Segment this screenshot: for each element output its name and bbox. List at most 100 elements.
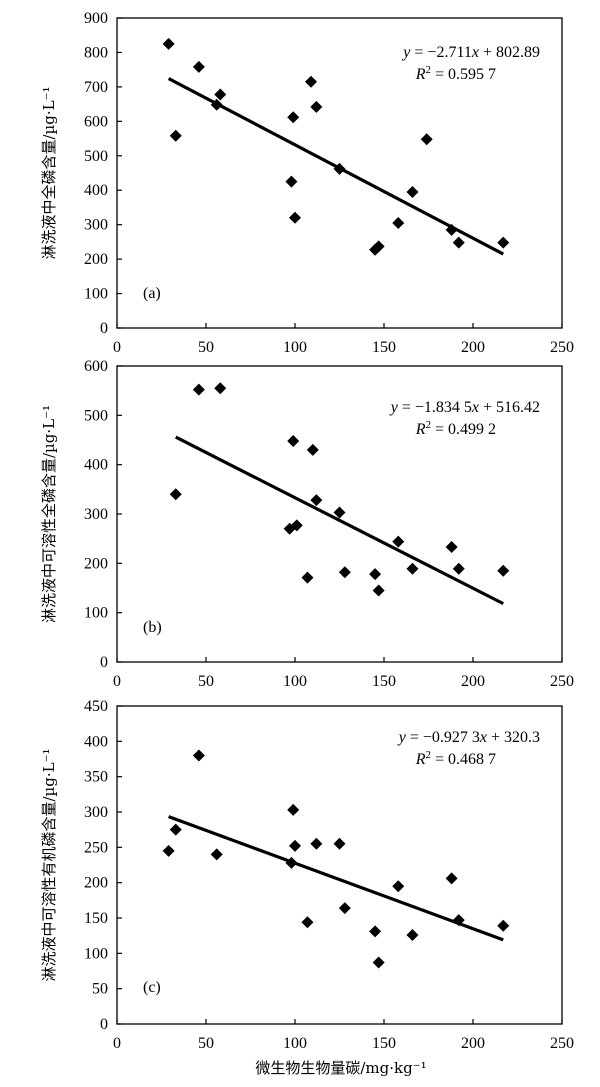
data-point	[420, 133, 433, 146]
data-point	[214, 88, 227, 101]
x-axis-title: 微生物生物量碳/mg·kg⁻¹	[255, 1059, 426, 1077]
data-point	[214, 382, 227, 395]
data-point	[392, 535, 405, 548]
x-tick-label: 100	[283, 339, 307, 356]
y-tick-label: 400	[84, 182, 108, 199]
data-point	[192, 749, 205, 762]
r-squared: R2 = 0.499 2	[415, 419, 496, 438]
data-point	[287, 803, 300, 816]
data-point	[192, 383, 205, 396]
y-tick-label: 400	[84, 457, 108, 474]
trend-line	[168, 815, 504, 942]
x-tick-label: 150	[372, 673, 396, 690]
y-tick-label: 350	[84, 769, 108, 786]
x-tick-label: 100	[283, 1035, 307, 1052]
data-point	[310, 100, 323, 113]
data-point	[310, 494, 323, 507]
panel-label: (a)	[143, 285, 161, 302]
x-tick-label: 0	[113, 673, 121, 690]
x-tick-label: 150	[372, 339, 396, 356]
data-point	[287, 434, 300, 447]
data-point	[372, 956, 385, 969]
y-tick-label: 400	[84, 733, 108, 750]
y-tick-label: 100	[84, 945, 108, 962]
data-point	[301, 571, 314, 584]
y-axis-title: 淋洗液中全磷含量/µg·L⁻¹	[40, 86, 58, 259]
panel-c: 0 50 100 150 200 250 0 50 100 150 200 250 300 350 400 4…	[40, 698, 574, 1052]
data-point	[406, 928, 419, 941]
data-point	[290, 519, 303, 532]
data-point	[169, 488, 182, 501]
data-point	[452, 236, 465, 249]
data-point	[305, 75, 318, 88]
data-point	[369, 925, 382, 938]
y-tick-label: 700	[84, 79, 108, 96]
data-point	[310, 837, 323, 850]
data-point	[392, 880, 405, 893]
data-point	[406, 185, 419, 198]
y-tick-label: 200	[84, 251, 108, 268]
data-point	[338, 566, 351, 579]
x-tick-label: 0	[113, 339, 121, 356]
r-squared: R2 = 0.595 7	[415, 64, 496, 83]
x-tick-label: 250	[550, 1035, 574, 1052]
y-tick-label: 200	[84, 555, 108, 572]
y-tick-label: 500	[84, 148, 108, 165]
y-axis-title: 淋洗液中可溶性全磷含量/µg·L⁻¹	[40, 405, 58, 623]
panel-label: (b)	[143, 619, 162, 636]
data-point	[169, 823, 182, 836]
data-point	[210, 848, 223, 861]
y-tick-label: 150	[84, 910, 108, 927]
y-axis-title: 淋洗液中可溶性有机磷含量/µg·L⁻¹	[40, 748, 58, 981]
y-tick-label: 600	[84, 358, 108, 375]
y-tick-label: 500	[84, 407, 108, 424]
x-tick-label: 50	[198, 339, 214, 356]
y-tick-label: 200	[84, 875, 108, 892]
data-point	[192, 60, 205, 73]
data-point	[445, 541, 458, 554]
y-tick-label: 300	[84, 506, 108, 523]
panel-b: 0 50 100 150 200 250 0 100 200 300 400 500 600 淋洗液中可溶…	[40, 358, 574, 690]
data-point	[406, 562, 419, 575]
x-tick-label: 150	[372, 1035, 396, 1052]
data-point	[369, 568, 382, 581]
x-tick-label: 50	[198, 673, 214, 690]
data-point	[445, 872, 458, 885]
data-point	[338, 902, 351, 915]
panel-a: 0 50 100 150 200 250 0 100 200 300 400 500 600 700 800…	[40, 10, 574, 356]
y-tick-label: 600	[84, 113, 108, 130]
y-tick-label: 300	[84, 217, 108, 234]
y-tick-label: 900	[84, 10, 108, 27]
x-tick-label: 50	[198, 1035, 214, 1052]
data-point	[169, 129, 182, 142]
data-point	[287, 111, 300, 124]
y-tick-label: 0	[100, 654, 108, 671]
trend-line	[167, 77, 505, 256]
y-tick-label: 0	[100, 1016, 108, 1033]
data-point	[162, 37, 175, 50]
y-tick-label: 450	[84, 698, 108, 715]
data-point	[285, 175, 298, 188]
y-tick-label: 100	[84, 605, 108, 622]
trend-line	[175, 435, 504, 606]
y-tick-label: 300	[84, 804, 108, 821]
regression-equation: y = −0.927 3x + 320.3	[397, 729, 540, 746]
x-tick-label: 200	[461, 1035, 485, 1052]
data-point	[452, 562, 465, 575]
plot-frame	[116, 705, 563, 1025]
x-tick-label: 250	[550, 673, 574, 690]
y-tick-label: 100	[84, 286, 108, 303]
regression-equation: y = −1.834 5x + 516.42	[389, 399, 540, 416]
data-point	[372, 584, 385, 597]
y-tick-label: 250	[84, 839, 108, 856]
panel-label: (c)	[143, 979, 161, 996]
y-tick-label: 50	[92, 981, 108, 998]
x-tick-label: 250	[550, 339, 574, 356]
data-point	[333, 506, 346, 519]
data-point	[301, 916, 314, 929]
regression-equation: y = −2.711x + 802.89	[401, 44, 540, 61]
data-point	[306, 443, 319, 456]
data-point	[372, 240, 385, 253]
data-point	[162, 844, 175, 857]
